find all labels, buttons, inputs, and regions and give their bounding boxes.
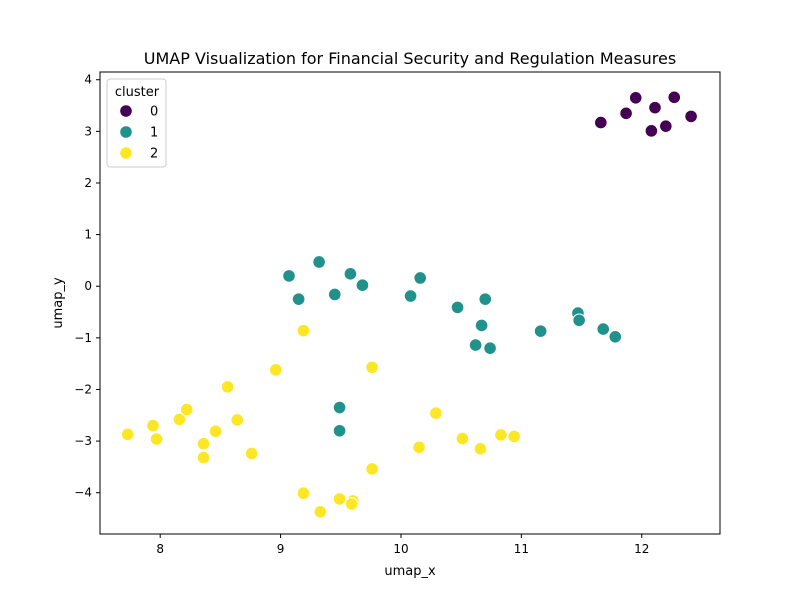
legend-label-1: 1 [150,126,158,141]
y-tick-label: 4 [84,73,92,87]
scatter-point-cluster-2 [344,497,359,511]
scatter-point-cluster-1 [327,287,342,302]
y-axis-label: umap_y [51,277,66,329]
scatter-point-cluster-0 [659,119,673,134]
y-axis: −4 −3 −2 −1 0 1 2 3 4 [74,73,100,500]
y-tick-label: 1 [84,228,92,242]
legend: cluster 0 1 2 [106,78,167,168]
scatter-point-cluster-2 [196,436,211,451]
scatter-point-cluster-2 [244,446,259,461]
y-tick-label: −2 [74,382,92,396]
legend-label-2: 2 [150,147,158,162]
y-tick-label: −3 [74,434,92,448]
y-tick-label: 2 [84,176,92,190]
scatter-point-cluster-2 [296,323,311,338]
x-tick-label: 12 [634,542,649,556]
scatter-point-cluster-1 [596,322,611,336]
scatter-point-cluster-1 [483,341,497,355]
scatter-point-cluster-2 [332,492,347,506]
scatter-point-cluster-2 [146,418,160,433]
scatter-point-cluster-0 [644,124,659,138]
scatter-point-cluster-1 [403,289,418,303]
legend-marker-1 [119,125,133,139]
scatter-point-cluster-1 [312,255,326,269]
scatter-point-cluster-0 [594,115,608,130]
scatter-point-cluster-1 [291,292,306,306]
scatter-point-cluster-2 [120,427,135,442]
chart-title: UMAP Visualization for Financial Securit… [144,49,676,68]
scatter-point-cluster-1 [413,271,428,285]
legend-entries: 0 1 2 [119,104,158,162]
plot-frame [99,71,721,535]
scatter-point-cluster-2 [507,429,521,444]
scatter-point-cluster-1 [332,423,347,438]
scatter-point-cluster-1 [533,324,548,338]
x-tick-label: 9 [277,542,285,556]
x-axis-label: umap_x [384,564,436,579]
scatter-point-cluster-2 [208,424,223,439]
scatter-point-cluster-2 [268,363,283,377]
scatter-point-cluster-2 [149,432,164,446]
scatter-point-cluster-1 [478,292,493,306]
points-layer [120,90,698,519]
legend-title: cluster [115,85,160,100]
scatter-point-cluster-0 [684,109,698,124]
legend-marker-0 [119,104,133,118]
x-axis: 8 9 10 11 12 [156,534,649,556]
y-tick-label: 0 [84,279,92,293]
scatter-point-cluster-1 [343,267,358,281]
scatter-point-cluster-1 [355,278,370,292]
scatter-point-cluster-1 [572,313,586,328]
x-tick-label: 10 [393,542,408,556]
scatter-point-cluster-2 [220,380,235,394]
scatter-point-cluster-1 [282,269,296,283]
scatter-point-cluster-0 [628,91,643,105]
scatter-point-cluster-2 [412,440,426,455]
scatter-point-cluster-2 [196,450,211,465]
scatter-point-cluster-2 [313,505,328,519]
scatter-point-cluster-2 [172,412,187,427]
y-tick-label: −1 [74,331,92,345]
scatter-point-cluster-2 [455,431,470,446]
scatter-point-cluster-1 [450,300,465,315]
legend-marker-2 [119,146,133,160]
scatter-point-cluster-2 [296,486,311,501]
legend-label-0: 0 [150,105,158,120]
scatter-point-cluster-0 [619,106,633,121]
scatter-point-cluster-2 [230,413,245,427]
scatter-point-cluster-2 [365,462,379,476]
scatter-point-cluster-0 [667,90,682,105]
scatter-point-cluster-2 [179,402,194,417]
scatter-point-cluster-1 [474,318,489,333]
scatter-point-cluster-1 [468,338,483,352]
legend-frame [106,78,167,168]
scatter-point-cluster-2 [429,406,443,421]
scatter-point-cluster-1 [332,400,347,415]
scatter-point-cluster-0 [648,100,662,115]
scatter-point-cluster-1 [608,330,623,344]
y-tick-label: −4 [74,486,92,500]
x-tick-label: 8 [156,542,164,556]
scatter-point-cluster-2 [473,442,488,456]
y-tick-label: 3 [84,124,92,138]
scatter-point-cluster-2 [365,360,379,375]
scatter-point-cluster-2 [494,428,508,442]
x-tick-label: 11 [514,542,529,556]
